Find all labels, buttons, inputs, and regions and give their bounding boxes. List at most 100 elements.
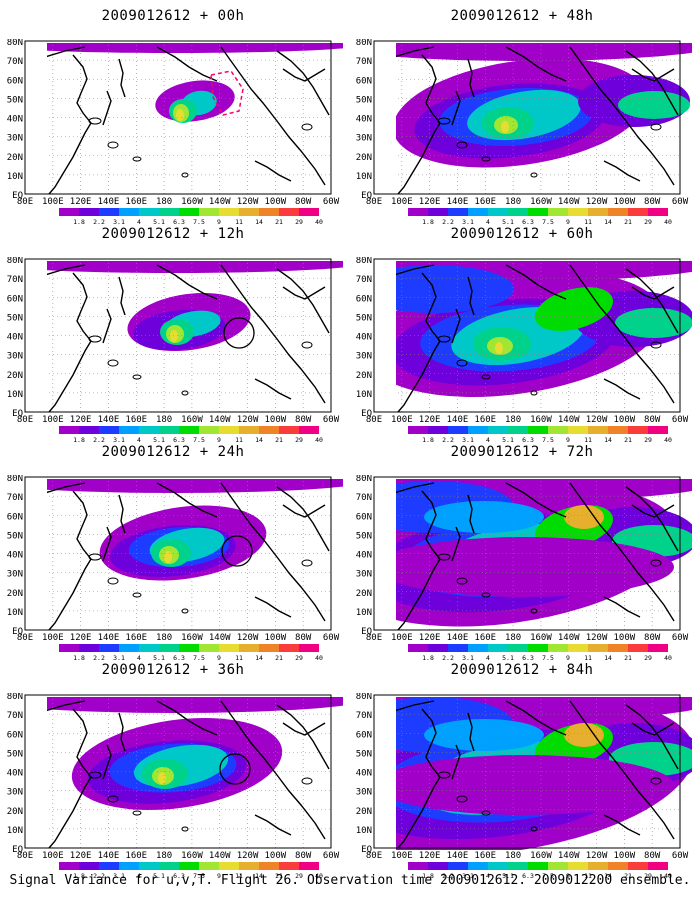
panel-72h: 2009012612 + 72h 80N 70N 60N 50N 40N 30N 20N 10… [352,444,692,662]
colorbar-swatch [648,862,668,870]
longitude-tick-label: 80E [366,633,382,643]
colorbar-label: 3.1 [113,218,125,224]
island-outline [107,577,119,585]
island-outline [301,559,313,567]
longitude-tick-label: 60W [672,851,689,861]
colorbar-label: 7.5 [193,872,205,878]
colorbar-label: 3.1 [462,436,474,442]
latitude-tick-label: 70N [356,57,372,67]
contour-layer [47,43,343,195]
longitude-tick-label: 160W [181,415,203,425]
colorbar-swatch [468,862,488,870]
colorbar-label: 40 [664,218,672,224]
colorbar-label: 1.8 [422,218,434,224]
coastline [467,494,475,534]
colorbar-swatch [119,208,139,216]
colorbar-label: 21 [624,654,632,660]
longitude-tick-label: 120W [586,851,608,861]
plot-frame [24,694,332,849]
longitude-tick-label: 140E [98,633,120,643]
longitude-tick-label: 80W [295,197,312,207]
latitude-tick-label: 40N [356,333,372,343]
colorbar-swatch [568,644,588,652]
colorbar-swatch [628,426,648,434]
colorbar-swatch [239,644,259,652]
colorbar-swatch [159,208,179,216]
contour-fill [424,719,544,751]
colorbar-swatch [139,426,159,434]
colorbar-label: 11 [584,654,592,660]
longitude-tick-label: 100W [614,851,636,861]
latitude-tick-label: 40N [7,333,23,343]
colorbar-label: 1.8 [73,218,85,224]
colorbar-label: 11 [584,218,592,224]
colorbar-swatch [79,644,99,652]
longitude-tick-label: 120E [419,197,441,207]
island-outline [132,592,142,598]
coastline [451,90,461,126]
latitude-tick-label: 50N [7,531,23,541]
colorbar-label: 21 [275,218,283,224]
colorbar-label: 21 [624,872,632,878]
longitude-tick-label: 120W [586,633,608,643]
contour-fill [170,330,178,342]
coastline [603,814,641,836]
colorbar-swatch [428,862,448,870]
colorbar-swatch [508,862,528,870]
colorbar-label: 6.3 [522,654,534,660]
longitude-tick-label: 140E [98,197,120,207]
colorbar-swatch [488,426,508,434]
contour-layer [47,261,343,413]
latitude-tick-label: 20N [356,371,372,381]
island-outline [132,374,142,380]
coastline [254,160,292,182]
longitude-tick-label: 80W [295,415,312,425]
coastline [48,54,92,195]
colorbar-label: 14 [255,218,263,224]
colorbar-label: 3.1 [113,872,125,878]
coastline [102,526,112,562]
latitude-tick-label: 30N [356,788,372,798]
colorbar-swatch [508,426,528,434]
latitude-tick-label: 40N [7,551,23,561]
coastline [396,46,435,58]
coastline [467,58,475,98]
latitude-tick-label: 70N [7,275,23,285]
latitude-tick-label: EQ [12,845,23,855]
longitude-tick-label: 120W [237,633,259,643]
panel-title: 2009012612 + 48h [450,8,594,24]
colorbar-swatch [79,862,99,870]
coastline [254,814,292,836]
longitude-tick-label: 140W [209,851,231,861]
latitude-tick-label: 50N [7,313,23,323]
latitude-tick-label: 40N [356,115,372,125]
colorbar-swatch [628,644,648,652]
colorbar-swatch [119,862,139,870]
contour-fill [158,772,166,784]
latitude-tick-label: EQ [12,191,23,201]
colorbar-swatch [299,862,319,870]
island-outline [456,359,468,367]
colorbar-label: 7.5 [193,218,205,224]
island-outline [437,771,451,779]
colorbar-label: 3.1 [113,654,125,660]
contour-fill [164,551,172,563]
colorbar-swatch [79,426,99,434]
island-outline [456,577,468,585]
coastline [220,46,326,186]
coastline [569,482,675,622]
latitude-tick-label: 30N [7,788,23,798]
panel-title: 2009012612 + 72h [450,444,594,460]
island-outline [437,335,451,343]
longitude-tick-label: 100W [614,415,636,425]
colorbar-label: 3.1 [462,654,474,660]
colorbar-swatch [259,208,279,216]
colorbar-label: 2.2 [442,654,454,660]
longitude-tick-label: 120E [70,633,92,643]
colorbar-swatch [428,644,448,652]
colorbar-label: 21 [624,218,632,224]
longitude-tick-label: 100E [391,851,413,861]
colorbar-label: 5.1 [153,872,165,878]
